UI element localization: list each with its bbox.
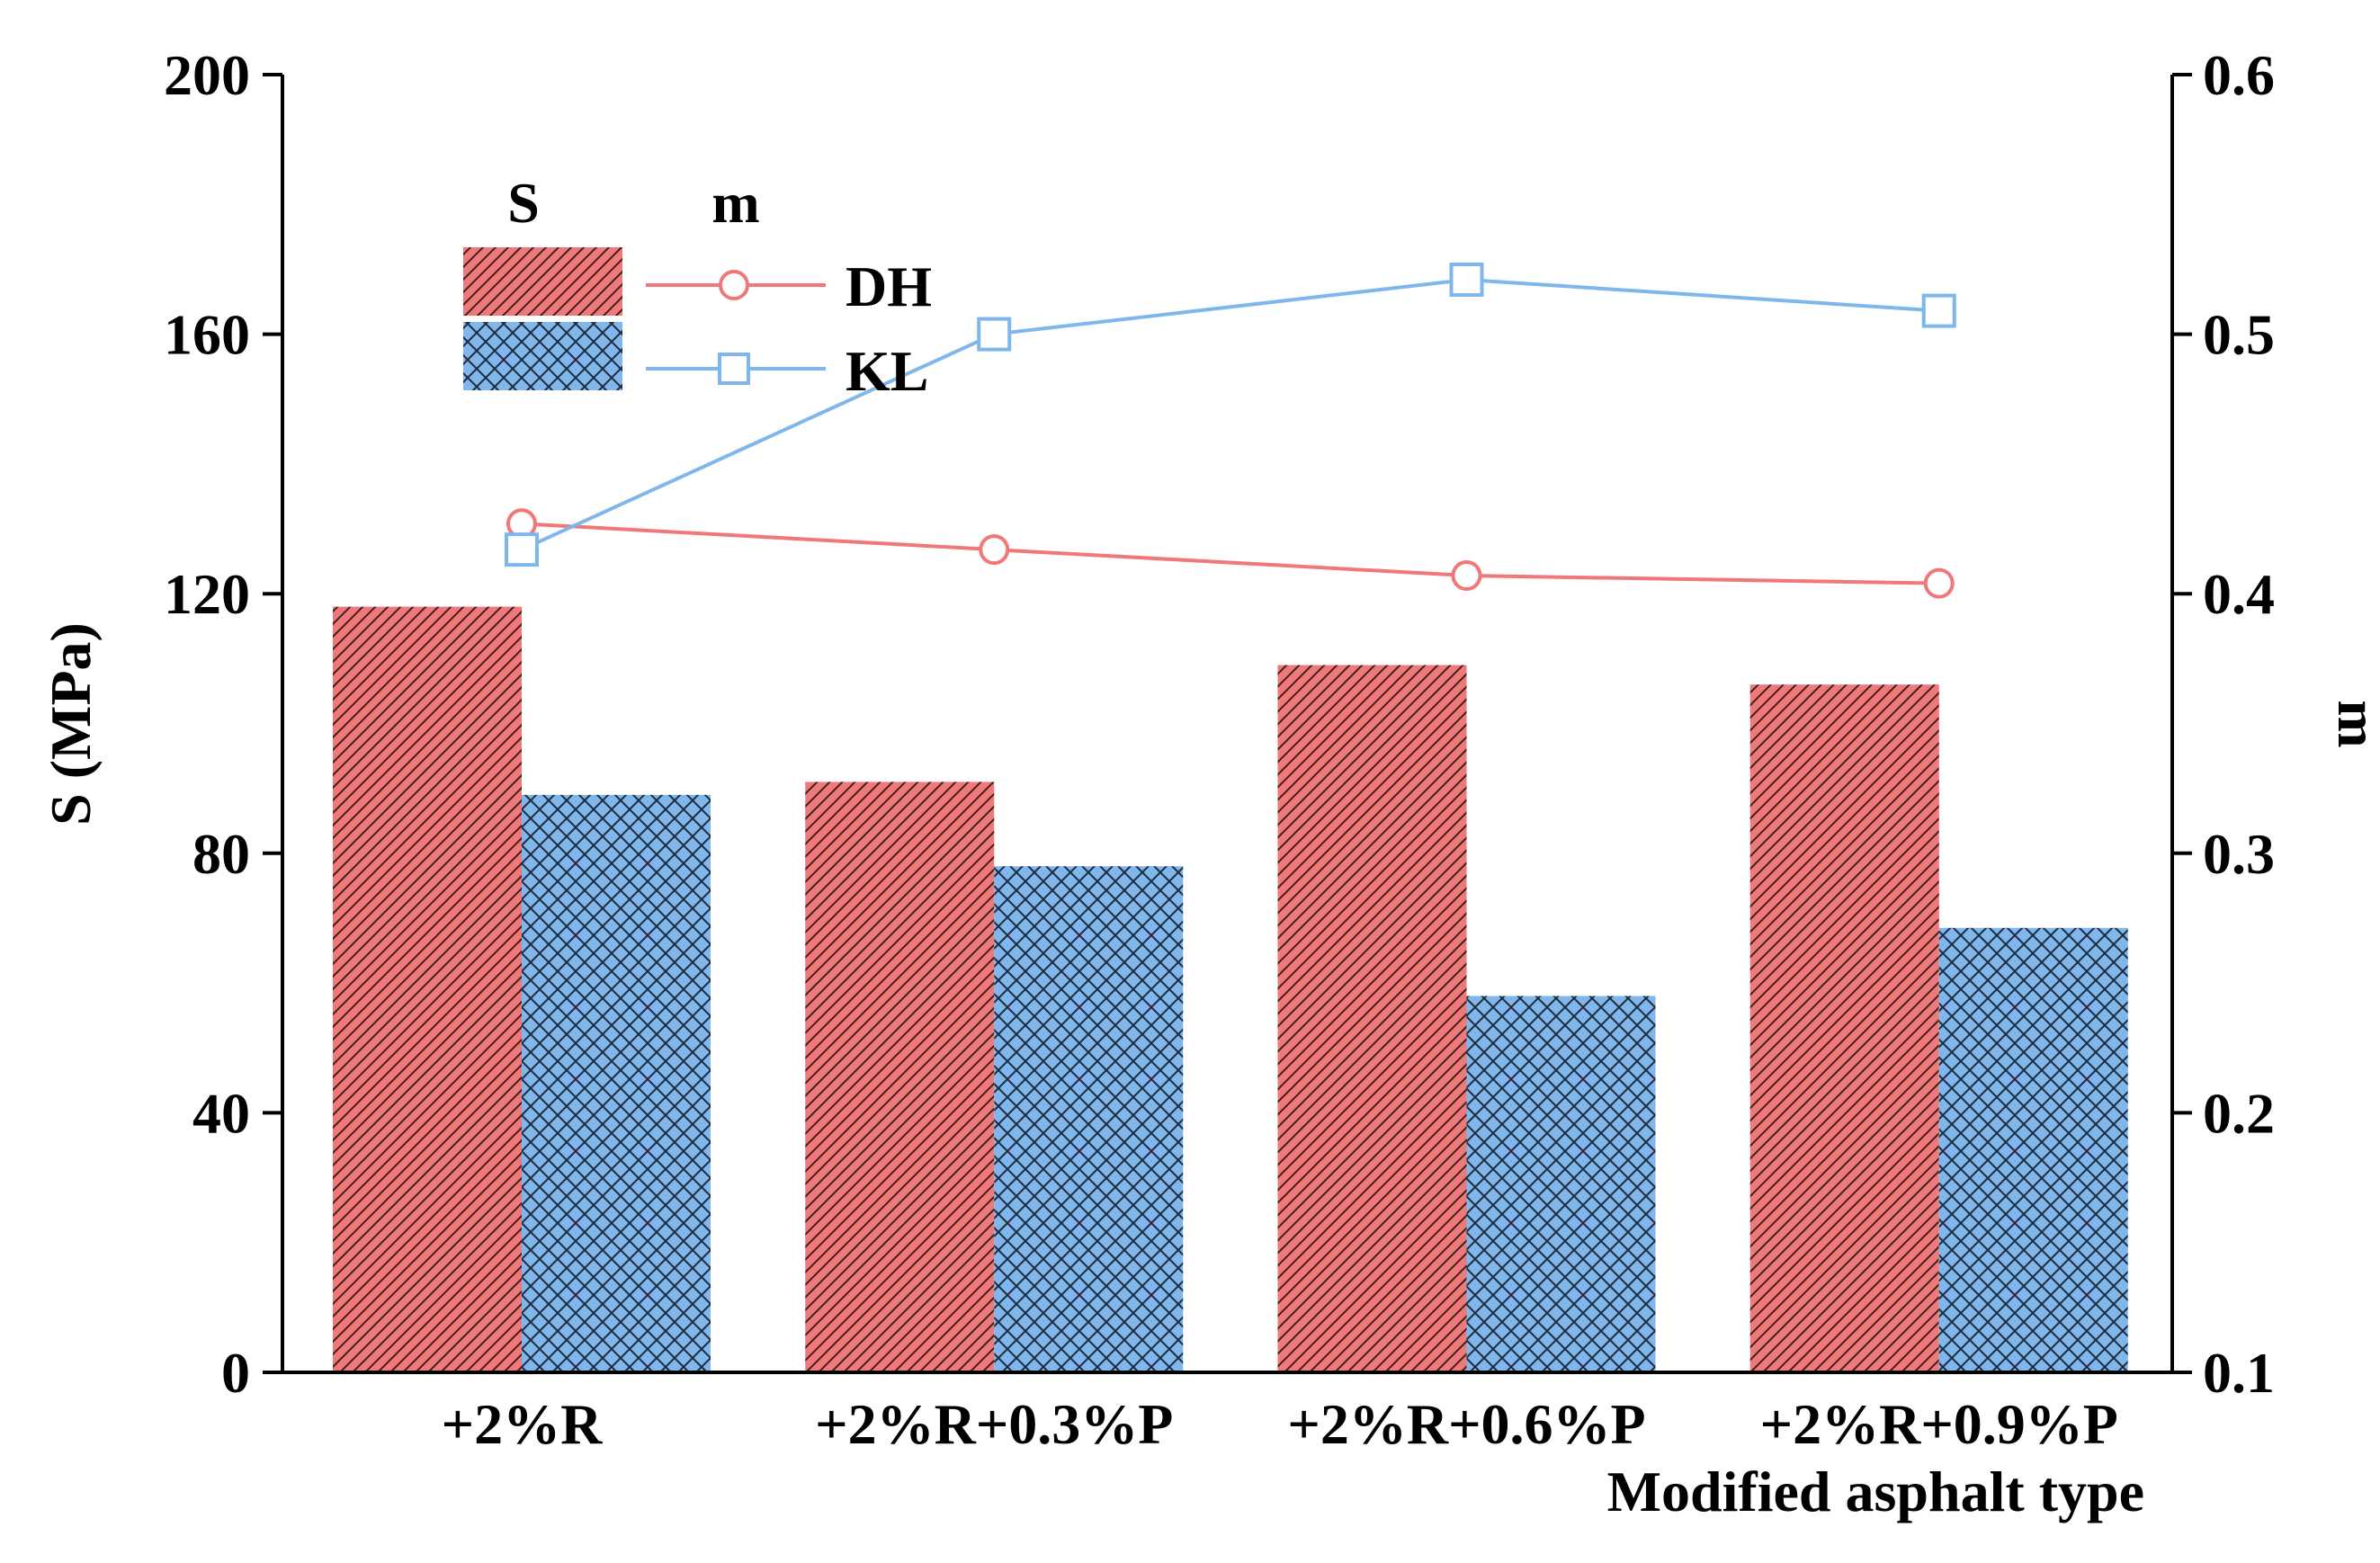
x-tick-label: +2%R+0.3%P: [815, 1392, 1173, 1456]
point-kl-2: [1449, 262, 1484, 297]
x-tick-label: +2%R: [442, 1392, 603, 1456]
y-axis-right-title: m: [2326, 700, 2380, 747]
legend: S m DH KL: [463, 171, 932, 403]
line-kl: [521, 277, 1939, 551]
point-kl-0: [505, 532, 539, 567]
right-tick-label: 0.4: [2203, 562, 2275, 626]
x-tick-label: +2%R+0.9%P: [1760, 1392, 2118, 1456]
bar-dh-2: [1277, 665, 1467, 1372]
legend-header-s: S: [507, 171, 540, 235]
legend-bar-swatch-kl: [463, 322, 622, 390]
right-tick-label: 0.1: [2203, 1341, 2275, 1405]
legend-bar-swatch-dh: [463, 247, 622, 316]
bar-kl-1: [994, 866, 1184, 1372]
y-axis-left-title: S (MPa): [39, 622, 103, 826]
line-dh: [521, 522, 1939, 585]
right-tick-label: 0.6: [2203, 43, 2275, 107]
bar-kl-0: [522, 794, 711, 1372]
left-tick-label: 160: [164, 303, 250, 367]
left-tick-label: 40: [192, 1081, 250, 1145]
right-tick-label: 0.2: [2203, 1081, 2275, 1145]
right-tick-label: 0.5: [2203, 303, 2275, 367]
point-dh-2: [1451, 559, 1482, 591]
bars-layer: [333, 606, 2128, 1372]
bar-dh-1: [805, 782, 995, 1372]
right-tick-label: 0.3: [2203, 822, 2275, 886]
legend-marker-dh: [719, 270, 749, 300]
point-dh-3: [1923, 567, 1955, 599]
point-dh-1: [979, 534, 1010, 566]
legend-label-kl: KL: [846, 339, 928, 403]
point-kl-1: [977, 317, 1012, 352]
x-tick-label: +2%R+0.6%P: [1287, 1392, 1645, 1456]
right-axis-ticks: 0.1 0.2 0.3 0.4 0.5 0.6: [2172, 43, 2275, 1405]
bar-dh-3: [1749, 684, 1939, 1372]
left-tick-label: 0: [221, 1341, 250, 1405]
legend-label-dh: DH: [846, 255, 932, 318]
bar-kl-3: [1938, 927, 2128, 1372]
lines-layer: [505, 262, 1956, 599]
point-kl-3: [1921, 293, 1956, 328]
left-tick-label: 80: [192, 822, 250, 886]
left-tick-label: 120: [164, 562, 250, 626]
legend-header-m: m: [711, 171, 759, 235]
left-axis-ticks: 0 40 80 120 160 200: [164, 43, 282, 1405]
bar-dh-0: [333, 606, 522, 1372]
left-tick-label: 200: [164, 43, 250, 107]
legend-marker-kl: [718, 353, 750, 385]
bar-kl-2: [1466, 996, 1656, 1372]
x-axis-title: Modified asphalt type: [1607, 1460, 2144, 1523]
x-axis-ticks: +2%R +2%R+0.3%P +2%R+0.6%P +2%R+0.9%P: [442, 1392, 2118, 1456]
